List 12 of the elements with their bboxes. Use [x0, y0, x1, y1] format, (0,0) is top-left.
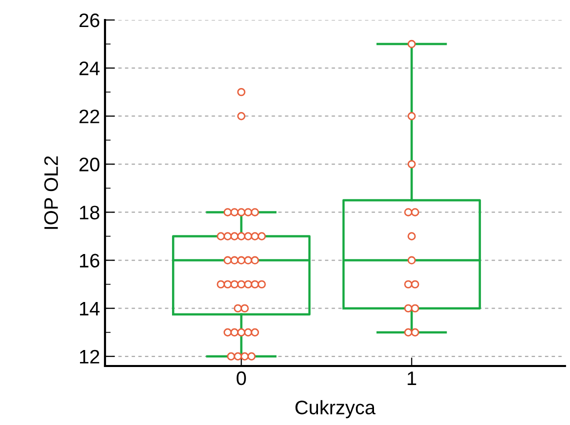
- y-tick-label: 16: [80, 254, 100, 268]
- y-tick-label: 20: [79, 158, 100, 172]
- y-tick-label: 26: [79, 13, 100, 28]
- x-tick-label: 1: [408, 372, 416, 385]
- y-tick-label: 22: [79, 110, 100, 124]
- y-tick-label: 12: [80, 350, 100, 364]
- x-tick-label: 0: [236, 371, 246, 386]
- y-axis-title: IOP OL2: [44, 156, 58, 229]
- y-tick-label: 18: [80, 206, 100, 220]
- x-axis-title: Cukrzyca: [295, 400, 376, 418]
- y-tick-label: 24: [79, 62, 100, 76]
- y-tick-label: 14: [80, 302, 100, 316]
